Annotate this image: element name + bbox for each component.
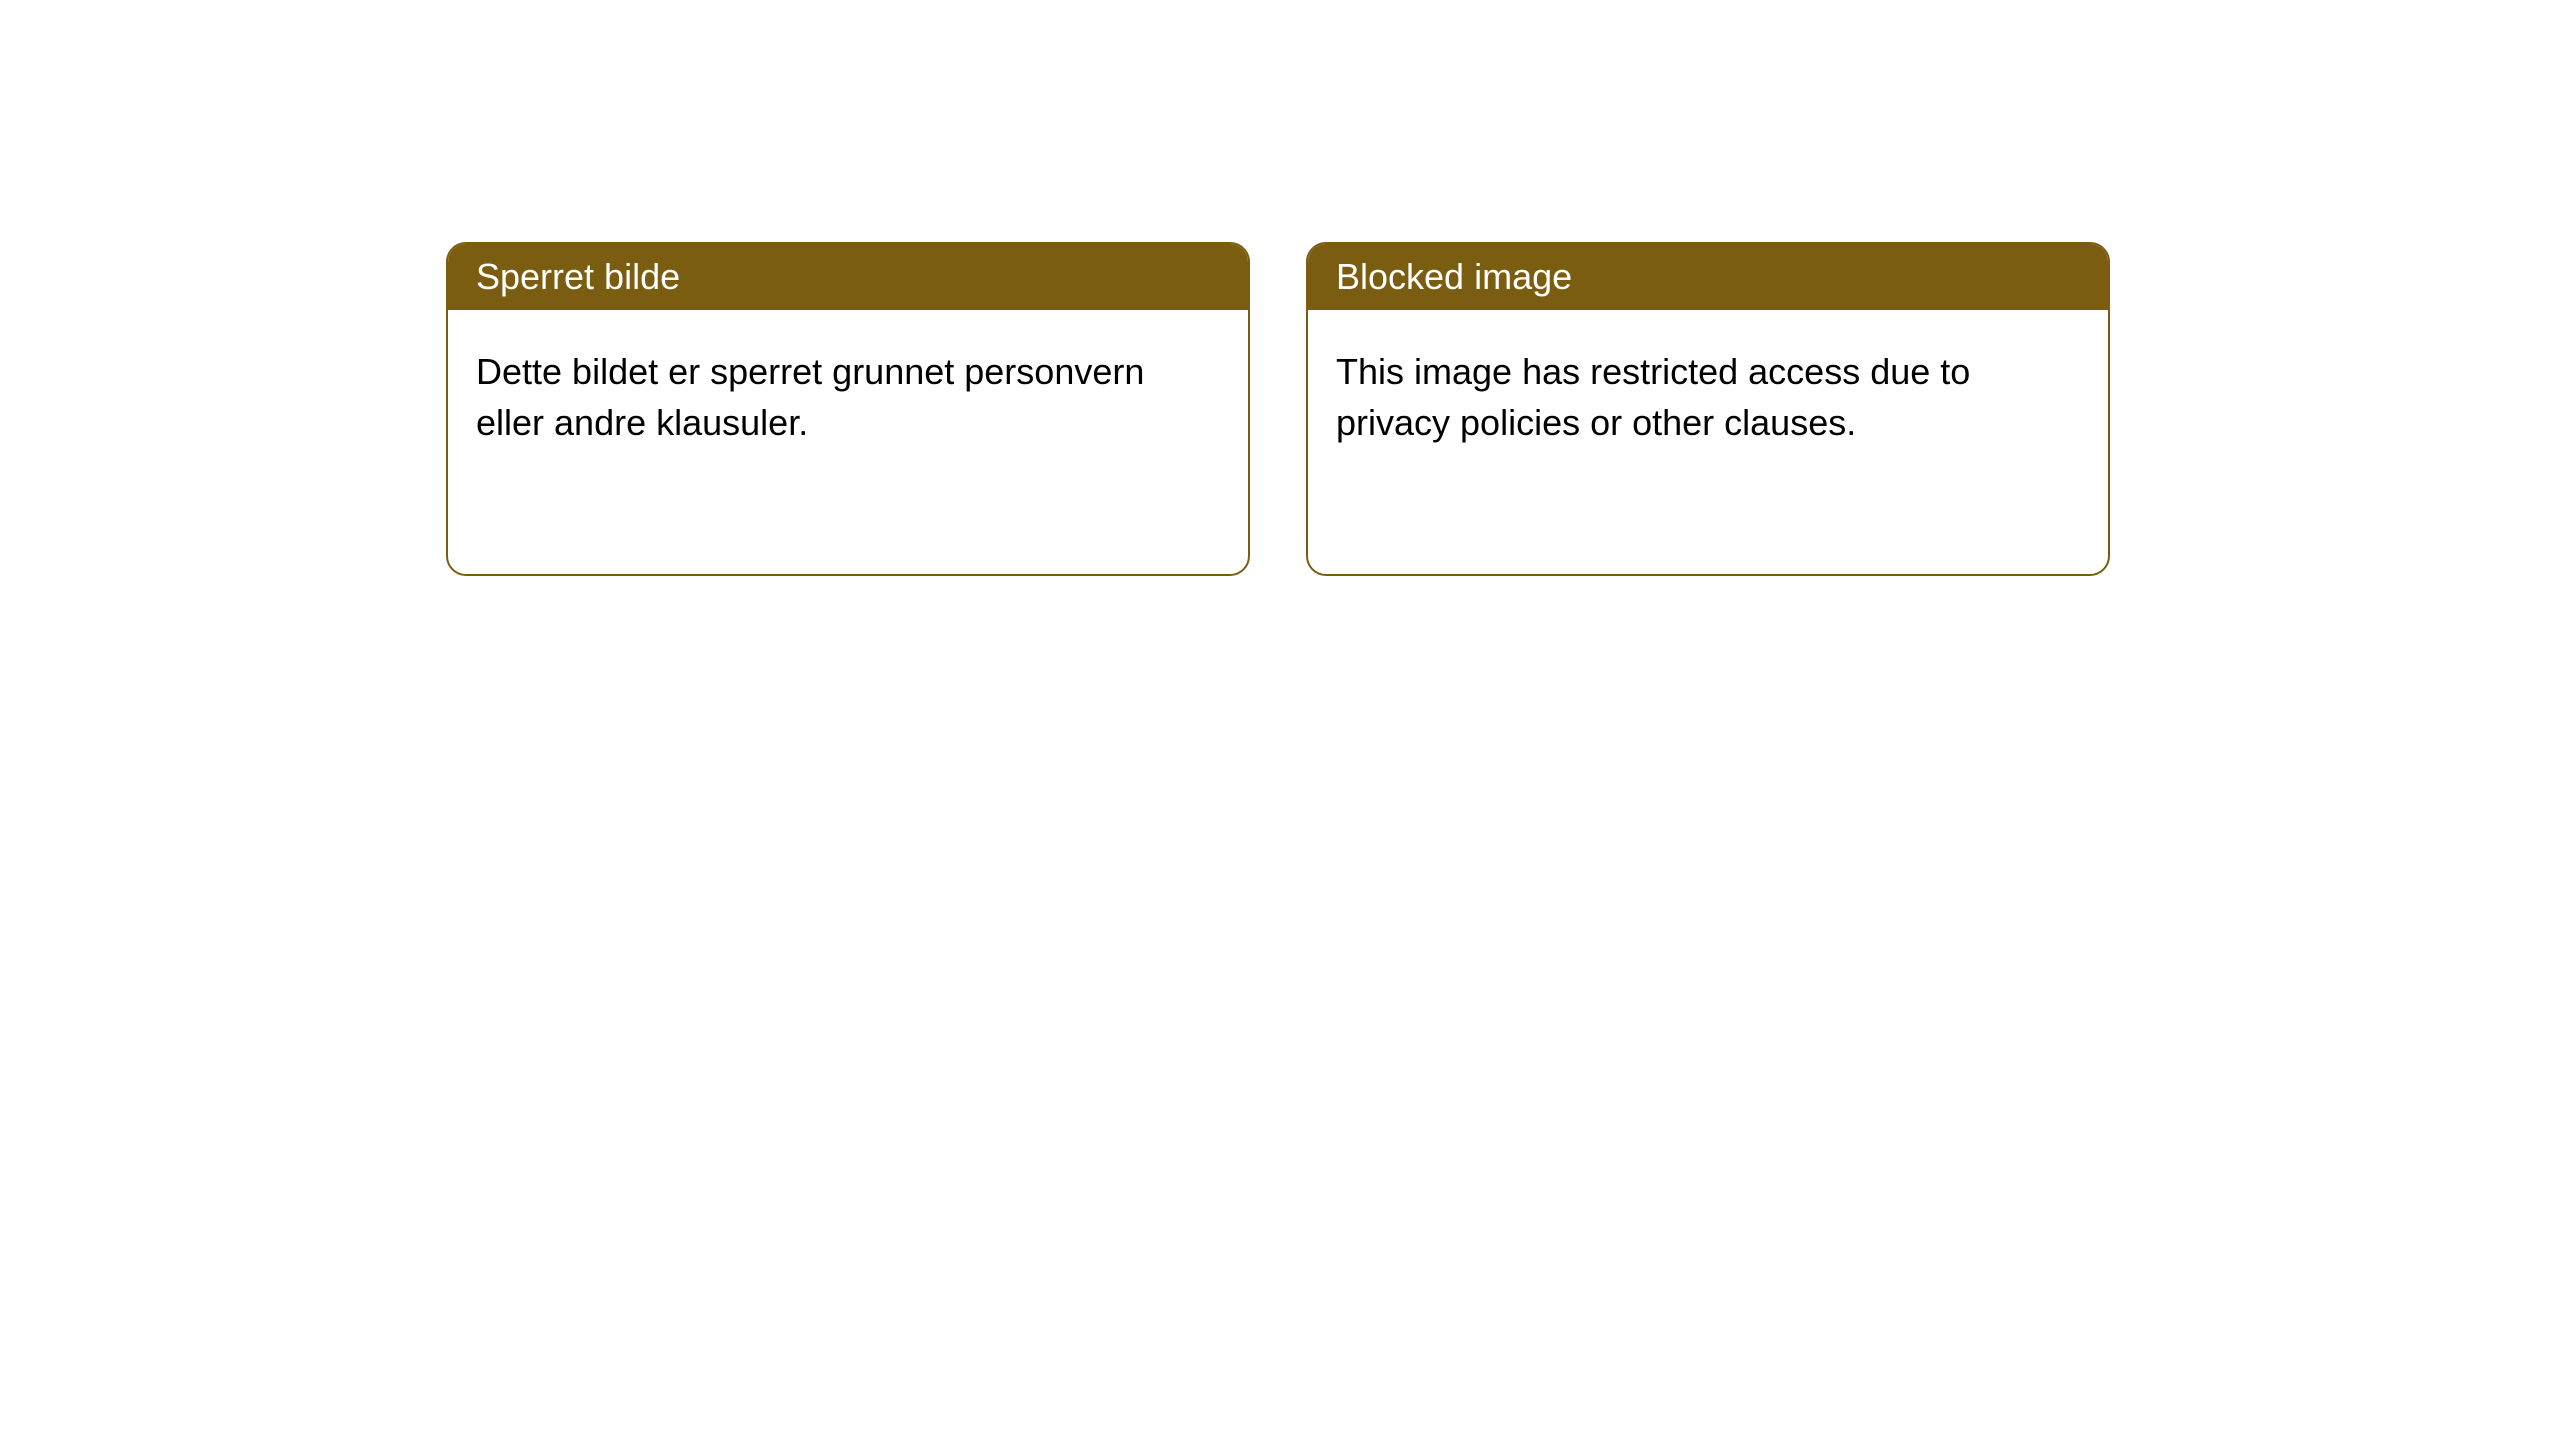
notice-body-en: This image has restricted access due to … <box>1308 310 2108 484</box>
notice-card-no: Sperret bilde Dette bildet er sperret gr… <box>446 242 1250 576</box>
notice-body-no: Dette bildet er sperret grunnet personve… <box>448 310 1248 484</box>
notice-title-en: Blocked image <box>1308 244 2108 310</box>
notice-container: Sperret bilde Dette bildet er sperret gr… <box>0 0 2560 576</box>
notice-card-en: Blocked image This image has restricted … <box>1306 242 2110 576</box>
notice-title-no: Sperret bilde <box>448 244 1248 310</box>
